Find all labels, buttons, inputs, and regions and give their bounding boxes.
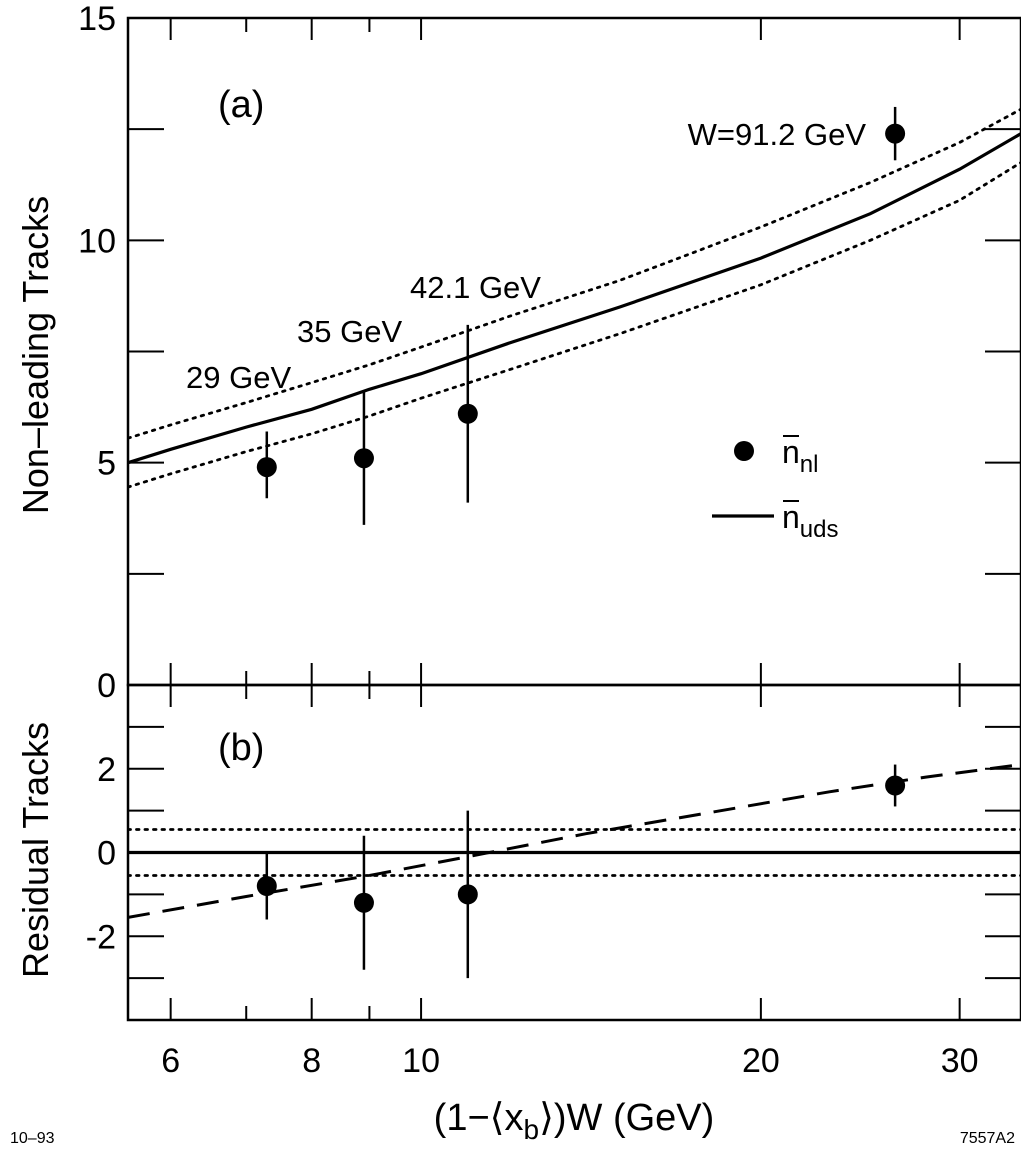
panel-a-data-point (457, 403, 478, 424)
panel-b-ylabel: Residual Tracks (15, 722, 56, 978)
y-tick-label: 10 (78, 222, 116, 260)
panel-a-curve (128, 132, 1021, 465)
y-tick-label: -2 (86, 918, 116, 956)
footer-left-code: 10–93 (10, 1130, 55, 1147)
panel-a-tag: (a) (218, 84, 264, 126)
legend-label: nuds (782, 499, 839, 543)
panel-b-data-point (885, 775, 906, 796)
x-tick-label: 20 (742, 1042, 780, 1080)
y-tick-label: 0 (97, 667, 116, 705)
panel-a-ylabel: Non–leading Tracks (15, 196, 56, 514)
panel-a-data-point (885, 123, 906, 144)
y-tick-label: 5 (97, 445, 116, 483)
panel-b-data-point (256, 876, 277, 896)
legend: nnl nuds (712, 434, 839, 543)
panel-a-data-point (353, 448, 374, 469)
point-label: 35 GeV (297, 314, 402, 349)
point-label: 42.1 GeV (410, 270, 541, 305)
x-tick-label: 8 (302, 1042, 321, 1080)
legend-dot-marker (734, 441, 754, 461)
panel-b-data-point (457, 884, 478, 905)
x-axis-label-rest: ⟩)W (GeV) (539, 1097, 714, 1139)
panel-a-curve (128, 107, 1021, 440)
point-label: 29 GeV (186, 360, 291, 395)
panel-b: 6 8 10 20 30 -2 0 2 (b) (86, 683, 1021, 1080)
labels: Non–leading Tracks Residual Tracks (1−⟨x… (10, 196, 1015, 1147)
panel-b-tag: (b) (218, 727, 264, 769)
x-tick-label: 30 (941, 1042, 979, 1080)
x-tick-label: 6 (161, 1042, 180, 1080)
y-tick-label: 15 (78, 0, 116, 38)
panel-b-data-point (353, 892, 374, 913)
panel-a-data-point (256, 457, 277, 478)
y-tick-label: 0 (97, 835, 116, 873)
point-label: W=91.2 GeV (688, 117, 867, 152)
legend-label: nnl (782, 434, 818, 478)
x-axis-label-sub: b (523, 1114, 539, 1145)
x-tick-label: 10 (402, 1042, 440, 1080)
panel-a-curve (128, 161, 1021, 489)
y-tick-label: 2 (97, 751, 116, 789)
footer-right-code: 7557A2 (960, 1130, 1015, 1147)
x-axis-label-main: (1−⟨x (434, 1097, 524, 1139)
x-axis-label: (1−⟨xb⟩)W (GeV) (434, 1097, 715, 1145)
